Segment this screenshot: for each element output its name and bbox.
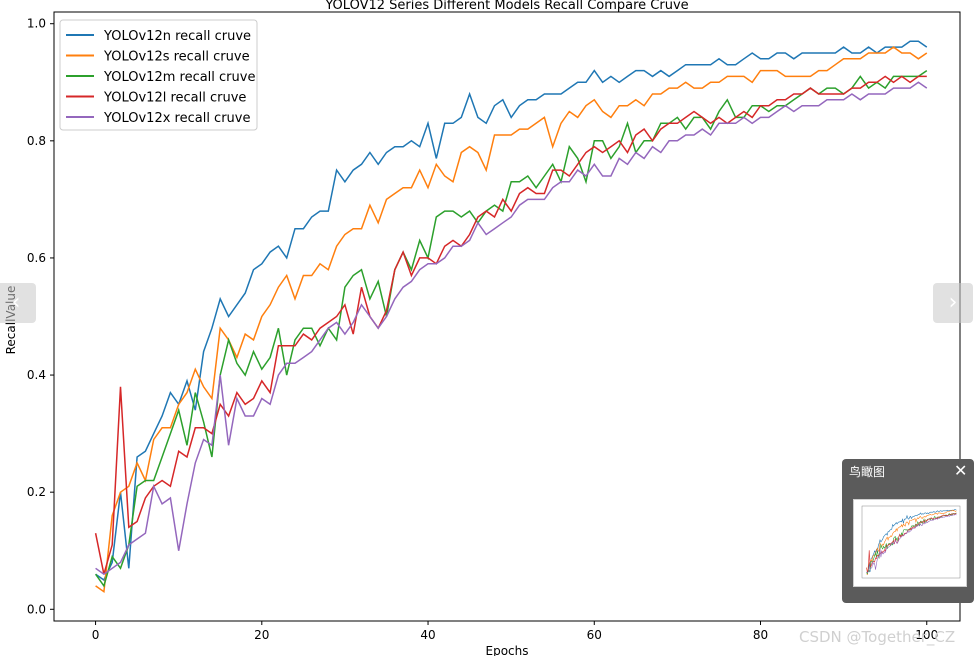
next-image-button[interactable]: › bbox=[933, 283, 973, 323]
series-line-3 bbox=[94, 69, 928, 588]
series-line-4 bbox=[94, 75, 927, 575]
series-line-2 bbox=[95, 46, 928, 594]
legend-label: YOLOv12l recall cruve bbox=[103, 91, 246, 106]
x-axis-label: Epochs bbox=[486, 644, 529, 656]
legend: YOLOv12n recall cruve YOLOv12s recall cru… bbox=[59, 19, 258, 131]
series-line-5 bbox=[95, 81, 928, 576]
series-line-1 bbox=[95, 40, 928, 582]
x-axis-ticks: 0 20 40 60 80 100 bbox=[92, 621, 938, 642]
minimap-series-line-2 bbox=[866, 509, 957, 576]
minimap-series-line-5 bbox=[866, 513, 957, 573]
x-tick-label: 40 bbox=[420, 628, 435, 642]
legend-label: YOLOv12x recall cruve bbox=[103, 111, 251, 126]
y-tick-label: 0.8 bbox=[27, 134, 46, 148]
close-icon[interactable]: ✕ bbox=[954, 461, 968, 480]
minimap-frame bbox=[861, 505, 961, 579]
minimap-series-line-3 bbox=[866, 512, 957, 575]
x-tick-label: 80 bbox=[753, 628, 768, 642]
x-tick-label: 20 bbox=[254, 628, 269, 642]
x-tick-label: 100 bbox=[915, 628, 938, 642]
y-tick-label: 1.0 bbox=[27, 17, 46, 31]
y-tick-label: 0.6 bbox=[27, 251, 46, 265]
y-tick-label: 0.4 bbox=[27, 368, 46, 382]
chevron-left-icon: ‹ bbox=[11, 290, 21, 315]
x-tick-label: 60 bbox=[587, 628, 602, 642]
minimap-title: 鸟瞰图 bbox=[849, 465, 886, 479]
previous-image-button[interactable]: ‹ bbox=[0, 283, 36, 323]
legend-label: YOLOv12m recall cruve bbox=[103, 70, 255, 85]
y-tick-label: 0.2 bbox=[27, 485, 46, 499]
legend-label: YOLOv12s recall cruve bbox=[103, 50, 250, 65]
legend-label: YOLOv12n recall cruve bbox=[103, 29, 251, 44]
plot-lines bbox=[94, 40, 928, 594]
y-tick-label: 0.0 bbox=[27, 602, 46, 616]
legend-box bbox=[59, 19, 258, 131]
watermark: CSDN @Together_CZ bbox=[799, 628, 956, 646]
minimap-thumbnail bbox=[861, 505, 961, 579]
minimap-series-line-1 bbox=[866, 509, 957, 574]
minimap-panel: 鸟瞰图 ✕ bbox=[842, 459, 974, 603]
minimap-viewport[interactable] bbox=[853, 499, 967, 587]
x-tick-label: 0 bbox=[92, 628, 100, 642]
y-axis-ticks: 0.0 0.2 0.4 0.6 0.8 1.0 bbox=[27, 17, 54, 616]
chevron-right-icon: › bbox=[948, 290, 958, 315]
chart-title: YOLOV12 Series Different Models Recall C… bbox=[324, 0, 688, 13]
